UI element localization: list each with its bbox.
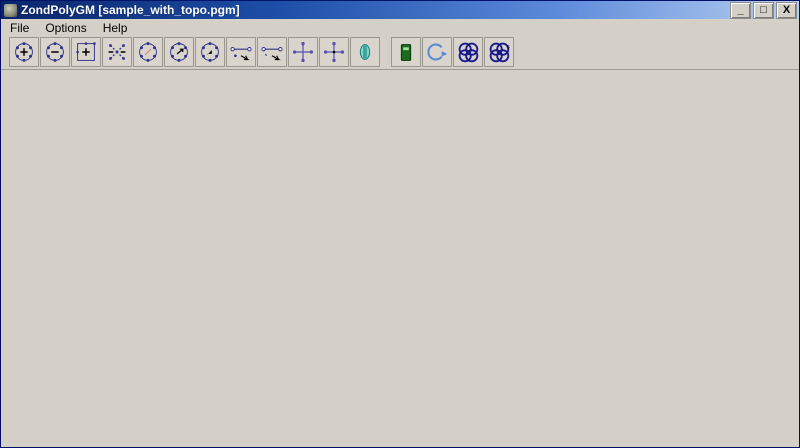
svg-text:s: s bbox=[506, 43, 510, 50]
